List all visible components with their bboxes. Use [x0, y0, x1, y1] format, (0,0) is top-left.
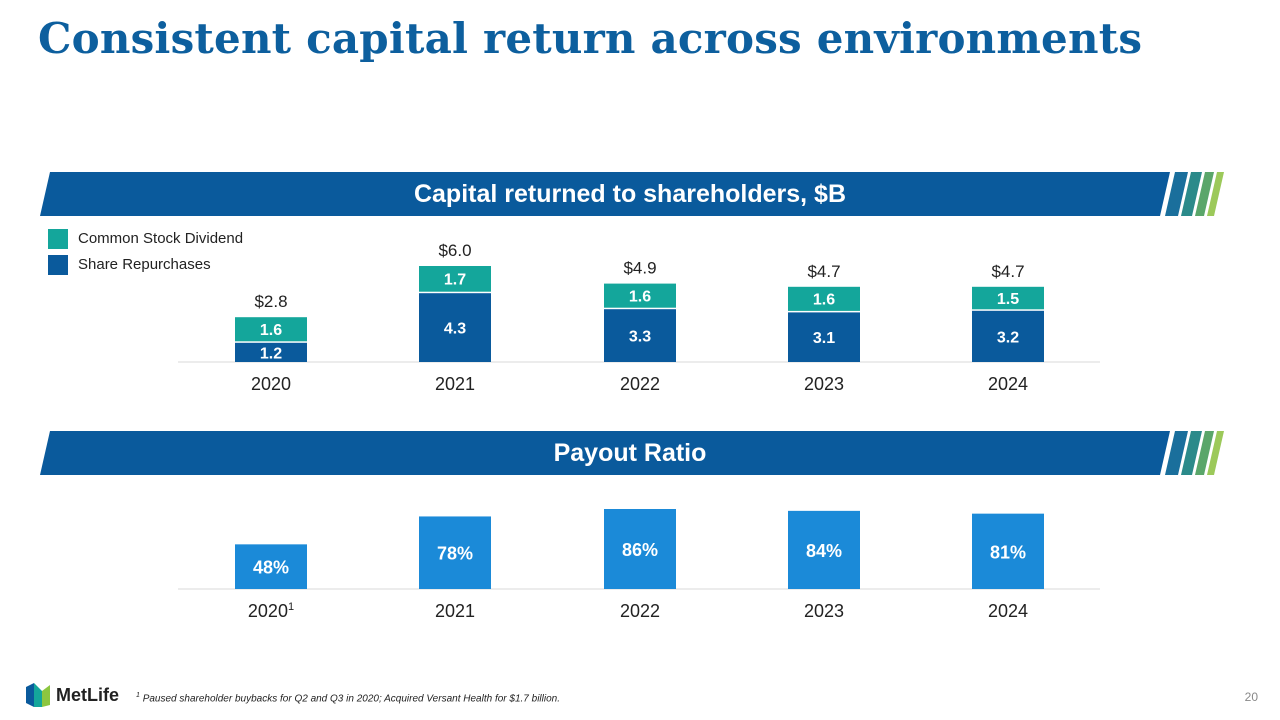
bar-payout-ratio	[972, 513, 1044, 589]
data-label-dividend: 1.6	[629, 288, 651, 305]
banner-stripes	[40, 172, 1224, 216]
footnote-text: Paused shareholder buybacks for Q2 and Q…	[142, 693, 560, 705]
bar-share-repurchases	[235, 342, 307, 362]
footnote-marker: 1	[136, 692, 140, 699]
x-tick-label: 2022	[620, 601, 660, 621]
x-tick-label: 2023	[804, 601, 844, 621]
bar-share-repurchases	[972, 310, 1044, 362]
bar-payout-ratio	[788, 510, 860, 589]
payout-ratio-chart: 48% 20201 78% 2021 86% 2022 84% 2023 81% 2024	[178, 509, 1100, 621]
x-tick-label: 2022	[620, 374, 660, 394]
x-tick-label: 2020	[251, 374, 291, 394]
page-title: Consistent capital return across environ…	[38, 14, 1143, 63]
x-tick-label: 2023	[804, 374, 844, 394]
data-label-payout: 86%	[622, 540, 658, 560]
data-label-dividend: 1.6	[813, 292, 835, 309]
bar-payout-ratio	[419, 516, 491, 589]
data-label-payout: 81%	[990, 542, 1026, 562]
bar-common-stock-dividend	[788, 286, 860, 311]
total-label: $4.7	[991, 262, 1024, 281]
bar-common-stock-dividend	[972, 286, 1044, 310]
capital-returned-chart: 1.2 1.6 $2.8 2020 4.3 1.7 $6.0 2021 3.3 1.6 $4.9 20…	[178, 241, 1100, 394]
bar-common-stock-dividend	[604, 283, 676, 308]
legend-swatch-dividend	[48, 229, 68, 249]
legend-label-dividend: Common Stock Dividend	[78, 230, 244, 247]
metlife-logo-text: MetLife	[56, 685, 119, 705]
data-label-repurchases: 3.2	[997, 329, 1019, 346]
bar-common-stock-dividend	[419, 266, 491, 292]
total-label: $4.9	[623, 259, 656, 278]
bar-share-repurchases	[604, 309, 676, 362]
data-label-repurchases: 1.2	[260, 345, 282, 362]
x-tick-label: 2021	[435, 601, 475, 621]
bar-common-stock-dividend	[235, 317, 307, 342]
metlife-logo: MetLife	[26, 683, 136, 709]
x-tick-label: 20201	[248, 601, 294, 621]
data-label-payout: 48%	[253, 558, 289, 578]
x-tick-label: 2024	[988, 374, 1028, 394]
banner-stripes	[40, 431, 1224, 475]
total-label: $2.8	[254, 292, 287, 311]
metlife-logo-icon	[26, 683, 50, 707]
x-tick-label: 2024	[988, 601, 1028, 621]
total-label: $4.7	[807, 262, 840, 281]
bar-payout-ratio	[604, 509, 676, 589]
data-label-dividend: 1.5	[997, 291, 1019, 308]
data-label-repurchases: 4.3	[444, 321, 466, 338]
data-label-payout: 84%	[806, 541, 842, 561]
capital-banner: Capital returned to shareholders, $B	[40, 172, 1240, 216]
bar-share-repurchases	[419, 293, 491, 362]
footnote: 1 Paused shareholder buybacks for Q2 and…	[136, 692, 560, 704]
legend-swatch-repurchases	[48, 255, 68, 275]
data-label-repurchases: 3.1	[813, 330, 835, 347]
capital-banner-title: Capital returned to shareholders, $B	[413, 180, 847, 208]
total-label: $6.0	[438, 241, 471, 260]
payout-banner-title: Payout Ratio	[553, 439, 707, 467]
x-tick-superscript: 1	[288, 601, 294, 613]
bar-share-repurchases	[788, 312, 860, 362]
payout-banner: Payout Ratio	[40, 431, 1240, 475]
legend-label-repurchases: Share Repurchases	[78, 256, 211, 273]
x-tick-label: 2021	[435, 374, 475, 394]
page-number: 20	[1244, 690, 1258, 704]
data-label-payout: 78%	[437, 544, 473, 564]
data-label-dividend: 1.7	[444, 272, 466, 289]
data-label-dividend: 1.6	[260, 322, 282, 339]
data-label-repurchases: 3.3	[629, 329, 651, 346]
bar-payout-ratio	[235, 544, 307, 589]
